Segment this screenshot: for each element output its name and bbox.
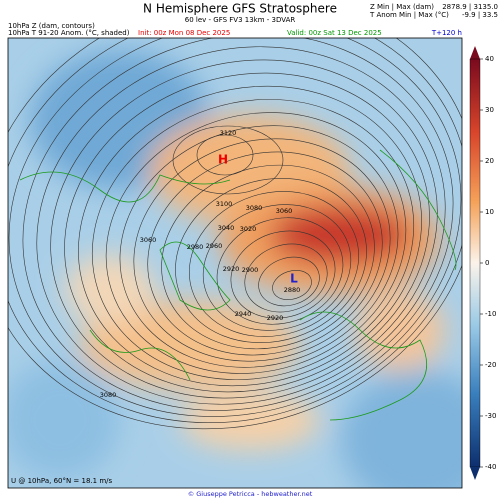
contour-labels: 3120 3100 3080 3060 3040 3020 3060 2980 2960 2920… <box>100 129 301 399</box>
contour-label: 2920 <box>267 314 284 322</box>
contour <box>230 230 336 319</box>
shading <box>8 50 462 488</box>
contour <box>119 125 399 368</box>
contour <box>272 270 312 300</box>
lead: T+120 h <box>431 29 462 37</box>
contour-label: 2920 <box>223 265 240 273</box>
colorbar-tick-label: -40 <box>485 463 496 471</box>
contour <box>105 112 407 374</box>
contour <box>189 191 359 337</box>
colorbar-tick-label: 20 <box>485 157 494 165</box>
colorbar-tick-label: 0 <box>485 259 489 267</box>
contour-label: 3020 <box>240 225 257 233</box>
colorbar-tick-label: -20 <box>485 361 496 369</box>
footnote: U @ 10hPa, 60°N = 18.1 m/s <box>11 477 113 485</box>
contour <box>78 85 422 387</box>
contour <box>64 72 430 393</box>
map-frame <box>7 37 463 489</box>
colorbar-extend-top <box>470 46 480 59</box>
coastlines <box>19 149 457 421</box>
contour-label: 2960 <box>206 242 223 250</box>
contour <box>133 138 391 362</box>
subtitle: 60 lev - GFS FV3 13km - 3DVAR <box>185 16 296 24</box>
contour <box>244 243 328 313</box>
colorbar-tick-label: 30 <box>485 106 494 114</box>
contour <box>8 38 462 417</box>
contour <box>258 256 320 307</box>
t-values: -9.9 | 33.5 <box>462 11 498 19</box>
contour-label: 2900 <box>242 266 259 274</box>
contour-label: 3040 <box>218 224 235 232</box>
contour <box>216 217 344 325</box>
contour <box>196 134 254 176</box>
valid: Valid: 00z Sat 13 Dec 2025 <box>287 29 382 37</box>
colorbar-tick-label: -30 <box>485 412 496 420</box>
colorbar-tick-label: 10 <box>485 208 494 216</box>
contour <box>172 125 284 195</box>
contour <box>50 59 438 399</box>
colorbar: 40 30 20 10 0 -10 -20 -30 -40 <box>469 46 496 480</box>
z-desc: 10hPa Z (dam, contours) <box>8 22 95 30</box>
contour <box>202 204 352 331</box>
z-label: Z Min | Max (dam) <box>370 3 434 11</box>
colorbar-extend-bottom <box>470 467 480 480</box>
colorbar-body <box>469 58 481 468</box>
t-desc: 10hPa T 91-20 Anom. (°C, shaded) <box>8 29 130 37</box>
contour <box>91 99 415 380</box>
title: N Hemisphere GFS Stratosphere <box>143 2 337 16</box>
contour-label: 3080 <box>100 391 117 399</box>
contour <box>175 177 367 344</box>
contour-label: 2980 <box>187 243 204 251</box>
contour <box>22 38 454 411</box>
contour <box>8 38 462 424</box>
contour-label: 3060 <box>276 207 293 215</box>
contour-label: 3120 <box>220 129 237 137</box>
contour-label: 3100 <box>216 200 233 208</box>
colorbar-tick-label: 40 <box>485 55 494 63</box>
z-values: 2878.9 | 3135.0 <box>442 3 498 11</box>
low-label: L <box>290 272 298 286</box>
contour-label: 3080 <box>246 204 263 212</box>
high-label: H <box>218 153 228 167</box>
contour-label: 2880 <box>284 286 301 294</box>
colorbar-tick-label: -10 <box>485 310 496 318</box>
footer: © Giuseppe Petricca - hebweather.net <box>188 490 313 498</box>
init: Init: 00z Mon 08 Dec 2025 <box>138 29 230 37</box>
contour <box>36 46 446 405</box>
t-label: T Anom Min | Max (°C) <box>369 11 449 19</box>
contour <box>161 164 375 350</box>
contour <box>147 151 383 356</box>
contour-label: 2940 <box>235 310 252 318</box>
contour-label: 3060 <box>140 236 157 244</box>
